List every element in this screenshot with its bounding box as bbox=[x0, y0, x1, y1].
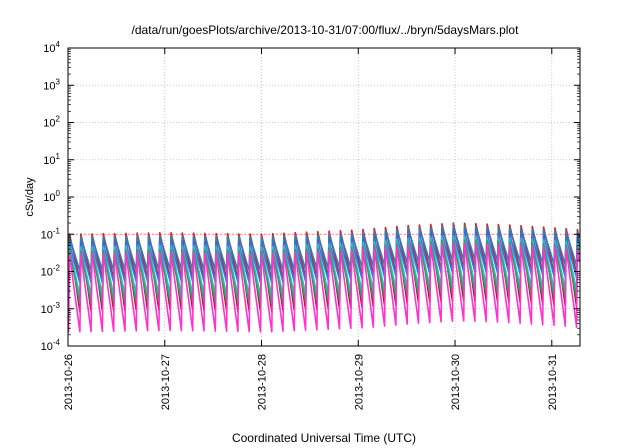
y-tick-label: 103 bbox=[43, 77, 60, 92]
y-axis-label: cSv/day bbox=[24, 177, 36, 217]
x-tick-label: 2013-10-26 bbox=[63, 354, 75, 410]
chart-title: /data/run/goesPlots/archive/2013-10-31/0… bbox=[132, 23, 520, 37]
series-line-4 bbox=[67, 232, 580, 284]
x-tick-label: 2013-10-28 bbox=[257, 354, 269, 410]
y-tick-label: 10-1 bbox=[41, 226, 61, 241]
data-series bbox=[67, 222, 580, 333]
y-axis-ticks: 10-4 10-3 10-2 10-1 100 101 102 103 104 bbox=[41, 40, 580, 353]
x-tick-label: 2013-10-29 bbox=[353, 354, 365, 410]
x-tick-label: 2013-10-30 bbox=[450, 354, 462, 410]
y-tick-label: 102 bbox=[43, 115, 60, 130]
y-tick-label: 101 bbox=[43, 152, 60, 167]
series-line-3 bbox=[67, 225, 580, 272]
series-line-5 bbox=[67, 235, 580, 297]
x-axis-ticks: 2013-10-26 2013-10-27 2013-10-28 2013-10-29… bbox=[63, 48, 559, 410]
series-line-7 bbox=[67, 241, 580, 333]
y-tick-label: 10-3 bbox=[41, 301, 61, 316]
y-tick-label: 10-2 bbox=[41, 264, 61, 279]
x-axis-label: Coordinated Universal Time (UTC) bbox=[232, 431, 416, 445]
x-tick-label: 2013-10-27 bbox=[160, 354, 172, 410]
series-line-6 bbox=[67, 239, 580, 305]
y-tick-label: 104 bbox=[43, 40, 60, 55]
y-tick-label: 100 bbox=[43, 189, 60, 204]
y-tick-label: 10-4 bbox=[41, 338, 61, 353]
x-tick-label: 2013-10-31 bbox=[547, 354, 559, 410]
